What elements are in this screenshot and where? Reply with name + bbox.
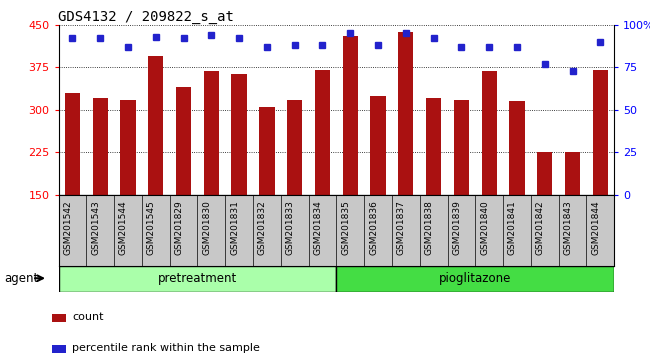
Bar [398, 32, 413, 195]
Bar [176, 87, 191, 195]
Text: GSM201844: GSM201844 [592, 200, 601, 255]
Text: GSM201542: GSM201542 [64, 200, 72, 255]
Bar [259, 107, 274, 195]
Bar [482, 71, 497, 195]
Bar [370, 96, 385, 195]
Text: GDS4132 / 209822_s_at: GDS4132 / 209822_s_at [58, 10, 235, 24]
Text: GSM201843: GSM201843 [564, 200, 573, 255]
Text: GSM201829: GSM201829 [175, 200, 183, 255]
Text: GSM201544: GSM201544 [119, 200, 128, 255]
Text: pioglitazone: pioglitazone [439, 272, 512, 285]
Text: GSM201833: GSM201833 [286, 200, 294, 255]
Text: GSM201841: GSM201841 [508, 200, 517, 255]
Bar [58, 266, 337, 292]
Bar [65, 93, 80, 195]
Bar [92, 98, 108, 195]
Text: GSM201842: GSM201842 [536, 200, 545, 255]
Text: pretreatment: pretreatment [158, 272, 237, 285]
Text: GSM201839: GSM201839 [452, 200, 462, 255]
Text: GSM201831: GSM201831 [230, 200, 239, 255]
Text: GSM201830: GSM201830 [202, 200, 211, 255]
Bar [565, 152, 580, 195]
Bar [337, 266, 614, 292]
Bar [343, 36, 358, 195]
Bar [52, 345, 66, 353]
Text: GSM201545: GSM201545 [147, 200, 156, 255]
Text: GSM201832: GSM201832 [258, 200, 267, 255]
Bar [231, 74, 247, 195]
Text: GSM201835: GSM201835 [341, 200, 350, 255]
Bar [426, 98, 441, 195]
Text: GSM201838: GSM201838 [424, 200, 434, 255]
Bar [537, 152, 552, 195]
Text: GSM201837: GSM201837 [397, 200, 406, 255]
Text: GSM201836: GSM201836 [369, 200, 378, 255]
Bar [148, 56, 163, 195]
Bar [287, 99, 302, 195]
Text: GSM201543: GSM201543 [91, 200, 100, 255]
Bar [52, 314, 66, 322]
Bar [510, 101, 525, 195]
Bar [454, 99, 469, 195]
Text: percentile rank within the sample: percentile rank within the sample [72, 343, 261, 353]
Text: agent: agent [5, 272, 39, 285]
Bar [593, 70, 608, 195]
Text: count: count [72, 312, 104, 322]
Bar [203, 71, 219, 195]
Bar [120, 100, 136, 195]
Text: GSM201840: GSM201840 [480, 200, 489, 255]
Bar [315, 70, 330, 195]
Text: GSM201834: GSM201834 [313, 200, 322, 255]
